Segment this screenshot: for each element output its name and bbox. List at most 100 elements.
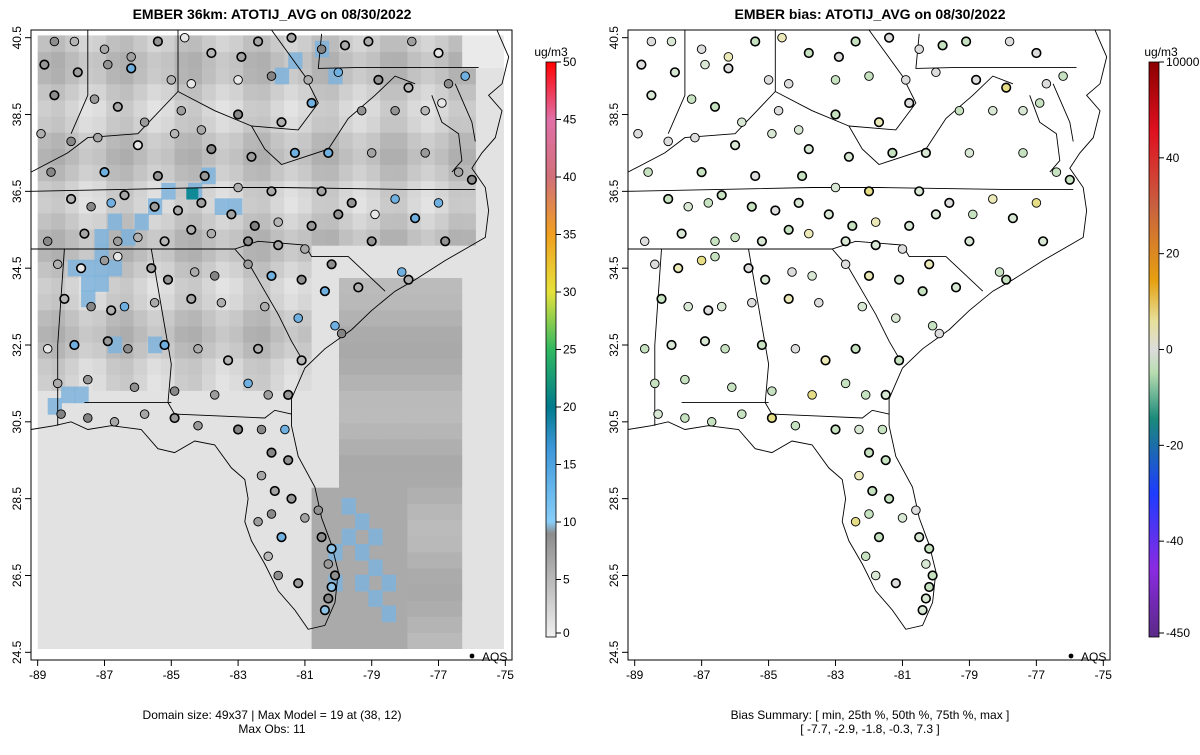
left-grid-cell xyxy=(434,293,450,311)
left-site-marker xyxy=(243,378,253,389)
left-grid-cell xyxy=(366,164,381,182)
left-high-cell xyxy=(81,275,96,292)
left-grid-cell xyxy=(215,261,230,278)
left-grid-cell xyxy=(78,567,94,585)
left-site-marker xyxy=(286,32,297,43)
left-grid-cell xyxy=(160,358,176,375)
left-grid-cell xyxy=(421,422,436,440)
left-site-marker xyxy=(172,205,184,216)
left-grid-cell xyxy=(475,67,491,85)
left-grid-cell xyxy=(366,83,381,101)
left-site-marker xyxy=(326,259,337,270)
left-grid-cell xyxy=(188,245,203,262)
left-grid-cell xyxy=(92,535,107,553)
left-high-cell xyxy=(107,259,123,277)
left-grid-cell xyxy=(407,261,422,278)
left-grid-cell xyxy=(270,35,285,53)
left-site-marker xyxy=(266,447,277,458)
left-grid-cell xyxy=(380,309,395,327)
left-grid-cell xyxy=(202,325,217,343)
left-grid-cell xyxy=(229,35,244,53)
left-site-marker xyxy=(226,209,237,220)
left-grid-cell xyxy=(297,551,313,569)
left-grid-cell xyxy=(339,358,354,375)
left-grid-cell xyxy=(119,116,135,133)
left-grid-cell xyxy=(106,132,121,149)
left-site-marker xyxy=(193,344,203,354)
left-grid-cell xyxy=(448,277,463,295)
right-colorbar-ramp xyxy=(1148,61,1160,638)
left-grid-cell xyxy=(174,567,189,585)
right-site-marker xyxy=(897,244,908,254)
left-max-cell xyxy=(186,187,199,200)
left-grid-cell xyxy=(462,358,477,375)
left-grid-cell xyxy=(215,583,230,601)
left-site-marker xyxy=(313,505,324,515)
left-grid-cell xyxy=(284,116,299,133)
left-grid-cell xyxy=(133,616,148,633)
left-site-marker xyxy=(329,570,341,581)
left-ytick-label: 28.5 xyxy=(10,487,24,511)
right-site-marker xyxy=(767,386,777,396)
left-grid-cell xyxy=(78,535,94,553)
right-state-border xyxy=(654,248,662,426)
left-grid-cell xyxy=(421,132,436,149)
left-grid-cell xyxy=(215,116,230,133)
left-footer-line-1: Domain size: 49x37 | Max Model = 19 at (… xyxy=(143,708,402,722)
left-grid-cell xyxy=(78,487,94,504)
left-grid-cell xyxy=(92,374,107,391)
left-grid-cell xyxy=(78,132,94,149)
left-grid-cell xyxy=(202,309,217,327)
left-grid-cell xyxy=(297,406,313,424)
left-grid-cell xyxy=(133,51,148,69)
left-grid-cell xyxy=(270,99,285,117)
left-high-cell xyxy=(147,336,163,354)
left-grid-cell xyxy=(78,551,94,569)
left-high-cell xyxy=(61,386,76,404)
left-grid-cell xyxy=(51,309,66,327)
left-grid-cell xyxy=(202,519,217,537)
left-grid-cell xyxy=(256,196,272,214)
left-grid-cell xyxy=(489,51,504,69)
left-site-marker xyxy=(206,47,217,59)
left-grid-cell xyxy=(270,583,285,601)
left-site-marker xyxy=(119,190,130,201)
left-grid-cell xyxy=(352,487,367,504)
left-grid-cell xyxy=(119,535,135,553)
left-grid-cell xyxy=(78,600,94,617)
right-legend-dot xyxy=(1068,653,1074,659)
left-grid-cell xyxy=(284,99,299,117)
left-grid-cell xyxy=(202,600,217,617)
left-grid-cell xyxy=(147,632,162,649)
left-grid-cell xyxy=(489,245,504,262)
left-grid-cell xyxy=(243,583,258,601)
left-site-marker xyxy=(186,224,197,235)
left-grid-cell xyxy=(65,567,80,585)
right-site-marker xyxy=(893,274,905,285)
left-grid-cell xyxy=(243,293,258,311)
left-grid-cell xyxy=(489,616,504,633)
left-grid-cell xyxy=(78,583,94,601)
left-site-marker xyxy=(159,339,170,351)
right-site-marker xyxy=(686,94,697,104)
left-grid-cell xyxy=(92,438,107,456)
left-grid-cell xyxy=(188,551,203,569)
left-axes: -89 -87 -85 -83 -81 -79 -77 -75 24.5 26.5 28.5 30.5… xyxy=(10,26,514,682)
right-ytick-label: 26.5 xyxy=(607,563,621,587)
left-site-marker xyxy=(162,274,174,285)
left-grid-cell xyxy=(92,196,107,214)
left-grid-cell xyxy=(51,148,66,165)
left-grid-cell xyxy=(133,358,148,375)
left-grid-cell xyxy=(393,503,409,520)
left-grid-cell xyxy=(462,196,477,214)
left-grid-cell xyxy=(174,519,189,537)
left-grid-cell xyxy=(366,261,381,278)
left-grid-cell xyxy=(215,164,230,182)
left-grid-cell xyxy=(475,116,491,133)
left-grid-cell xyxy=(119,358,135,375)
left-grid-cell xyxy=(37,309,52,327)
left-grid-cell xyxy=(147,438,162,456)
right-site-marker xyxy=(914,531,925,543)
left-grid-cell xyxy=(160,535,176,553)
left-grid-cell xyxy=(37,67,52,85)
